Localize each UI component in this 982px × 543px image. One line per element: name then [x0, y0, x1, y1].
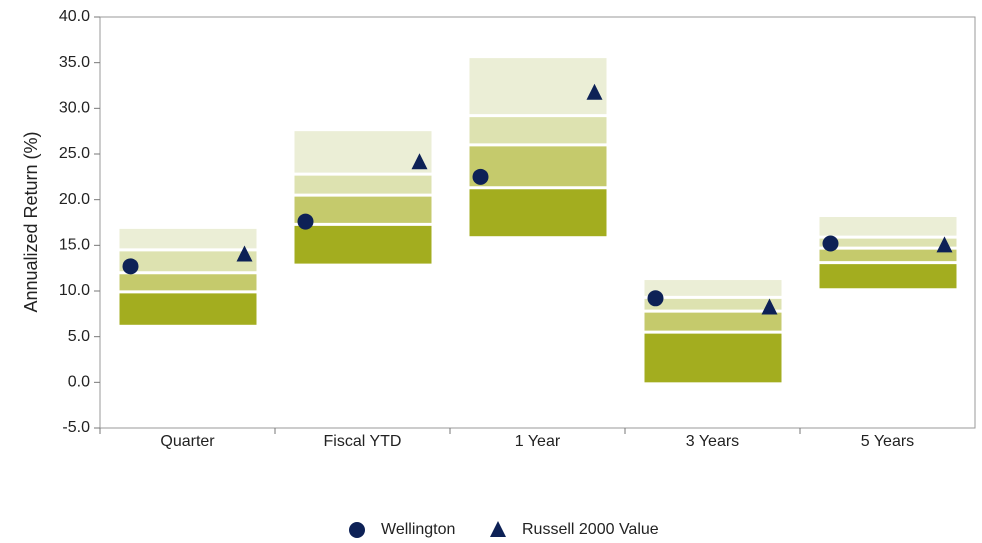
legend-marker — [349, 522, 365, 538]
x-tick-label: 5 Years — [861, 433, 914, 450]
x-tick-label: Quarter — [160, 433, 215, 450]
y-tick-label: 40.0 — [59, 8, 90, 25]
x-tick-label: Fiscal YTD — [324, 433, 402, 450]
legend-marker — [490, 521, 506, 537]
range-band — [644, 332, 782, 383]
y-tick-label: -5.0 — [62, 419, 90, 436]
range-band — [119, 272, 257, 292]
data-point — [647, 290, 664, 307]
x-tick-label: 1 Year — [515, 433, 561, 450]
range-band — [819, 248, 957, 263]
range-band — [469, 58, 607, 116]
y-tick-label: 5.0 — [68, 328, 90, 345]
range-band — [819, 262, 957, 289]
range-band — [644, 280, 782, 298]
y-tick-label: 0.0 — [68, 374, 90, 391]
y-axis-label: Annualized Return (%) — [21, 131, 41, 312]
x-tick-label: 3 Years — [686, 433, 739, 450]
range-band — [294, 174, 432, 196]
data-point — [822, 235, 839, 252]
range-band — [119, 291, 257, 325]
range-band — [469, 115, 607, 145]
range-band — [294, 195, 432, 225]
y-tick-label: 10.0 — [59, 282, 90, 299]
data-point — [586, 83, 603, 100]
legend-label: Wellington — [381, 521, 455, 538]
y-tick-label: 25.0 — [59, 145, 90, 162]
data-point — [411, 153, 428, 170]
y-tick-label: 20.0 — [59, 191, 90, 208]
y-tick-label: 30.0 — [59, 100, 90, 117]
y-tick-label: 15.0 — [59, 237, 90, 254]
data-point — [236, 245, 253, 262]
range-band — [644, 297, 782, 312]
range-band — [819, 237, 957, 249]
data-point — [297, 213, 314, 230]
range-band — [119, 249, 257, 273]
y-tick-label: 35.0 — [59, 54, 90, 71]
data-point — [936, 236, 953, 253]
range-band — [469, 187, 607, 237]
data-point — [122, 258, 139, 275]
legend-label: Russell 2000 Value — [522, 521, 659, 538]
data-point — [761, 298, 778, 315]
range-band — [819, 217, 957, 238]
plot-frame — [99, 16, 976, 429]
range-band — [294, 131, 432, 175]
range-band — [469, 144, 607, 188]
data-point — [472, 168, 489, 185]
range-band — [294, 224, 432, 264]
range-band — [119, 228, 257, 250]
range-band — [644, 311, 782, 333]
